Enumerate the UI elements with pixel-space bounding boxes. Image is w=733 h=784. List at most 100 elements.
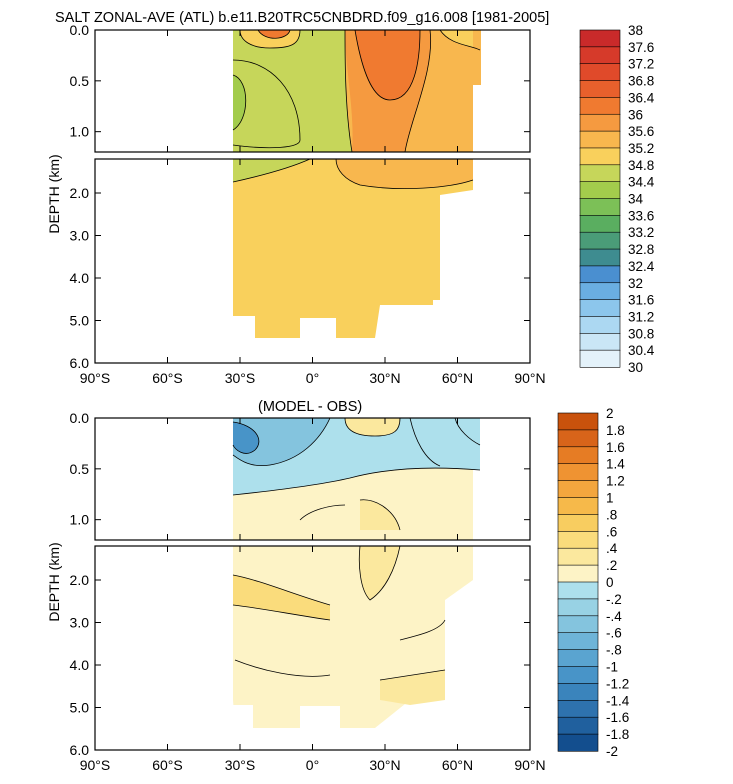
colorbar-label: 36.4: [628, 90, 655, 105]
colorbar-swatch: [557, 716, 599, 735]
colorbar-swatch: [557, 497, 599, 516]
field-fill: [336, 159, 473, 189]
colorbar-label: 30.4: [628, 343, 655, 358]
colorbar-swatch: [557, 463, 599, 482]
seafloor: [300, 706, 340, 730]
colorbar: 21.81.61.41.21.8.6.4.20-.2-.4-.6-.8-1-1.…: [557, 406, 630, 759]
field-fill: [355, 30, 420, 100]
field-fill: [233, 418, 330, 466]
chart-model-minus-obs: (MODEL - OBS): [46, 399, 630, 773]
colorbar-swatch: [557, 547, 599, 566]
y-tick-label: 4.0: [70, 270, 90, 286]
y-tick-label: 4.0: [70, 657, 90, 673]
colorbar-label: .2: [606, 558, 617, 573]
colorbar-label: 1.4: [606, 457, 625, 472]
colorbar-label: 33.6: [628, 208, 654, 223]
colorbar-label: -.2: [606, 592, 622, 607]
colorbar-label: 34.8: [628, 158, 654, 173]
axes: 90°S 60°S 30°S 0° 30°N 60°N 90°N 0.0 0.5 1.0 2.0 3.…: [70, 410, 546, 773]
colorbar-swatch: [557, 480, 599, 499]
colorbar-label: 35.2: [628, 141, 654, 156]
colorbar-label: 0: [606, 575, 614, 590]
colorbar-label: 30: [628, 360, 643, 375]
field-fill: [233, 30, 352, 152]
colorbar-label: 38: [628, 23, 643, 38]
colorbar-swatch: [557, 683, 599, 701]
colorbar-swatch: [579, 130, 621, 149]
colorbar-label: 32: [628, 276, 643, 291]
field-fill: [233, 159, 310, 182]
colorbar-swatch: [579, 349, 621, 368]
y-axis-label: DEPTH (km): [46, 542, 62, 621]
contour-lines: [232, 159, 474, 190]
colorbar-label: -.6: [606, 626, 622, 641]
y-tick-label: 1.0: [70, 512, 90, 528]
colorbar-label: -1: [606, 660, 618, 675]
salinity-field-upper: [232, 30, 481, 152]
colorbar-swatch: [579, 282, 621, 301]
anomaly-field-lower: [232, 546, 473, 730]
contour-lines: [232, 30, 481, 152]
colorbar-swatch: [579, 63, 621, 82]
x-tick-label: 60°N: [442, 370, 473, 386]
colorbar-label: 33.2: [628, 225, 654, 240]
colorbar-swatch: [579, 46, 621, 65]
colorbar-swatch: [557, 649, 599, 668]
colorbar-swatch: [557, 446, 599, 465]
x-tick-label: 30°N: [369, 757, 400, 773]
colorbar-label: .8: [606, 507, 617, 522]
colorbar-label: 37.6: [628, 40, 654, 55]
field-fill: [258, 30, 290, 39]
x-tick-label: 30°S: [225, 370, 256, 386]
colorbar: 3837.637.236.836.43635.635.234.834.43433…: [579, 23, 655, 375]
colorbar-swatch: [557, 733, 599, 752]
colorbar-label: 36: [628, 107, 643, 122]
y-tick-label: 0.5: [70, 461, 90, 477]
y-tick-label: 6.0: [70, 742, 90, 758]
field-fill: [440, 30, 480, 50]
chart-title: SALT ZONAL-AVE (ATL) b.e11.B20TRC5CNBDRD…: [55, 10, 549, 26]
y-tick-label: 0.5: [70, 73, 90, 89]
y-tick-label: 3.0: [70, 615, 90, 631]
colorbar-swatch: [579, 164, 621, 183]
x-tick-label: 90°S: [80, 757, 111, 773]
x-tick-label: 30°S: [225, 757, 256, 773]
colorbar-swatch: [557, 581, 599, 600]
colorbar-swatch: [579, 29, 621, 48]
colorbar-label: 30.8: [628, 326, 654, 341]
y-tick-label: 5.0: [70, 700, 90, 716]
contour-lines: [232, 546, 446, 681]
x-tick-label: 0°: [306, 370, 319, 386]
colorbar-swatch: [579, 299, 621, 318]
colorbar-label: 34: [628, 192, 644, 207]
x-tick-label: 60°N: [442, 757, 473, 773]
colorbar-swatch: [579, 113, 621, 132]
colorbar-label: 32.4: [628, 259, 655, 274]
field-fill: [360, 499, 400, 530]
colorbar-label: 34.4: [628, 175, 655, 190]
colorbar-swatch: [557, 699, 599, 718]
field-fill: [359, 546, 400, 600]
y-tick-label: 0.0: [70, 410, 90, 426]
field-fill: [233, 575, 330, 620]
field-fill: [233, 159, 473, 338]
colorbar-label: 36.8: [628, 74, 654, 89]
seafloor: [233, 316, 255, 338]
colorbar-label: .4: [606, 541, 618, 556]
chart-title: (MODEL - OBS): [258, 399, 362, 415]
x-tick-label: 30°N: [369, 370, 400, 386]
y-tick-label: 0.0: [70, 22, 90, 38]
anomaly-field-upper: [232, 418, 481, 540]
seafloor: [300, 318, 336, 338]
colorbar-label: 1.8: [606, 423, 625, 438]
colorbar-label: -2: [606, 744, 618, 759]
colorbar-swatch: [579, 265, 621, 284]
colorbar-swatch: [579, 316, 621, 334]
x-tick-label: 90°S: [80, 370, 111, 386]
y-tick-label: 6.0: [70, 355, 90, 371]
colorbar-label: 1.2: [606, 474, 625, 489]
y-axis-label: DEPTH (km): [46, 154, 62, 233]
colorbar-label: 37.2: [628, 57, 654, 72]
y-tick-label: 2.0: [70, 185, 90, 201]
